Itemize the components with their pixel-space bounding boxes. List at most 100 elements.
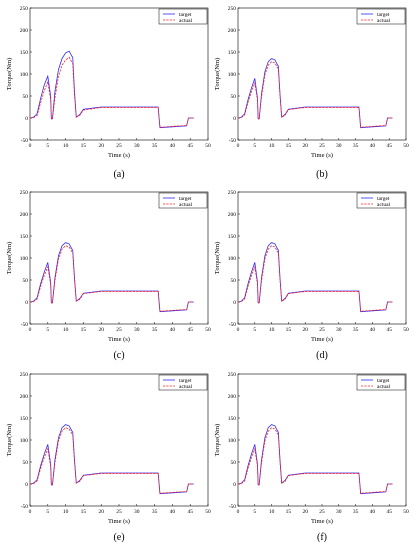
chart-panel-3: 0 5 10 15 20 25 30 35 40 45 50-50050100150200250Ti… xyxy=(6,190,211,361)
y-tick-label: 200 xyxy=(228,212,237,218)
y-tick-label: 100 xyxy=(228,438,237,444)
y-tick-label: 0 xyxy=(25,482,28,488)
legend-label-actual: actual xyxy=(179,384,193,390)
y-tick-label: 150 xyxy=(228,50,237,56)
series-line-target xyxy=(237,58,393,129)
chart-panel-1: 0 5 10 15 20 25 30 35 40 45 50-50050100150200250Ti… xyxy=(6,6,211,180)
y-tick-label: -50 xyxy=(21,138,29,144)
x-tick-label: 30 xyxy=(336,143,342,149)
legend-label-target: target xyxy=(179,196,192,202)
x-tick-label: 50 xyxy=(205,143,211,149)
x-tick-label: 30 xyxy=(336,327,342,333)
x-tick-label: 45 xyxy=(187,143,193,149)
y-axis-label: Torque(Nm) xyxy=(6,424,13,456)
x-tick-label: 10 xyxy=(63,327,69,333)
y-tick-label: 250 xyxy=(228,6,237,12)
x-tick-label: 20 xyxy=(302,509,308,515)
x-tick-label: 0 xyxy=(29,509,32,515)
x-axis-label: Time (s) xyxy=(108,518,130,525)
x-tick-label: 35 xyxy=(353,509,359,515)
x-tick-label: 20 xyxy=(98,327,104,333)
panel-label: (e) xyxy=(113,532,124,543)
x-tick-label: 0 xyxy=(237,143,240,149)
y-tick-label: 150 xyxy=(20,50,29,56)
y-tick-label: 150 xyxy=(228,416,237,422)
x-tick-label: 40 xyxy=(170,509,176,515)
y-tick-label: 100 xyxy=(228,72,237,78)
legend-label-target: target xyxy=(179,378,192,384)
x-tick-label: 15 xyxy=(81,327,87,333)
y-axis-label: Torque(Nm) xyxy=(6,242,13,274)
legend-label-actual: actual xyxy=(377,384,391,390)
y-tick-label: -50 xyxy=(229,504,237,510)
x-tick-label: 0 xyxy=(237,509,240,515)
legend-label-actual: actual xyxy=(179,18,193,24)
x-tick-label: 15 xyxy=(286,509,292,515)
chart-panel-4: 0 5 10 15 20 25 30 35 40 45 50-50050100150200250Ti… xyxy=(214,190,409,361)
plot-frame xyxy=(29,191,209,325)
x-tick-label: 35 xyxy=(152,143,158,149)
x-tick-label: 10 xyxy=(63,509,69,515)
x-tick-label: 30 xyxy=(134,143,140,149)
x-tick-label: 5 xyxy=(253,143,256,149)
x-axis-label: Time (s) xyxy=(108,336,130,343)
y-tick-label: 50 xyxy=(231,94,237,100)
x-tick-label: 40 xyxy=(370,509,376,515)
x-tick-label: 15 xyxy=(81,143,87,149)
y-tick-label: 250 xyxy=(228,190,237,196)
series-line-actual xyxy=(29,56,194,128)
chart-panel-6: 0 5 10 15 20 25 30 35 40 45 50-50050100150200250Ti… xyxy=(214,372,409,543)
y-tick-label: 150 xyxy=(20,416,29,422)
y-axis-label: Torque(Nm) xyxy=(6,58,13,90)
x-tick-label: 35 xyxy=(152,509,158,515)
x-tick-label: 10 xyxy=(269,143,275,149)
x-tick-label: 20 xyxy=(98,143,104,149)
y-tick-label: 200 xyxy=(20,212,29,218)
x-tick-label: 20 xyxy=(302,143,308,149)
series-line-target xyxy=(237,242,393,313)
x-tick-label: 25 xyxy=(319,143,325,149)
y-tick-label: -50 xyxy=(21,504,29,510)
x-tick-label: 35 xyxy=(152,327,158,333)
panel-label: (f) xyxy=(317,532,327,543)
chart-panel-2: 0 5 10 15 20 25 30 35 40 45 50-50050100150200250Ti… xyxy=(214,6,409,180)
plot-frame xyxy=(237,191,407,325)
x-tick-label: 45 xyxy=(187,327,193,333)
y-axis-label: Torque(Nm) xyxy=(214,242,221,274)
panel-label: (c) xyxy=(113,350,124,361)
y-tick-label: 50 xyxy=(23,460,29,466)
series-line-target xyxy=(29,242,194,313)
x-tick-label: 15 xyxy=(286,143,292,149)
legend-label-target: target xyxy=(377,12,390,18)
x-tick-label: 20 xyxy=(302,327,308,333)
x-tick-label: 40 xyxy=(170,143,176,149)
x-tick-label: 50 xyxy=(205,509,211,515)
x-tick-label: 5 xyxy=(46,327,49,333)
x-axis-label: Time (s) xyxy=(108,152,130,159)
x-axis-label: Time (s) xyxy=(311,518,333,525)
series-line-actual xyxy=(237,61,393,128)
x-tick-label: 30 xyxy=(134,327,140,333)
series-line-actual xyxy=(237,245,393,312)
series-line-target xyxy=(29,50,194,129)
legend-label-target: target xyxy=(377,196,390,202)
x-tick-label: 45 xyxy=(386,327,392,333)
legend-label-target: target xyxy=(377,378,390,384)
x-tick-label: 25 xyxy=(116,327,122,333)
y-tick-label: 250 xyxy=(228,372,237,378)
x-tick-label: 0 xyxy=(29,327,32,333)
y-tick-label: 250 xyxy=(20,190,29,196)
y-tick-label: -50 xyxy=(21,322,29,328)
y-tick-label: 0 xyxy=(233,116,236,122)
x-tick-label: 50 xyxy=(205,327,211,333)
y-tick-label: 50 xyxy=(23,94,29,100)
x-tick-label: 25 xyxy=(319,327,325,333)
x-tick-label: 25 xyxy=(116,143,122,149)
x-tick-label: 20 xyxy=(98,509,104,515)
legend-label-target: target xyxy=(179,12,192,18)
x-tick-label: 40 xyxy=(170,327,176,333)
y-tick-label: 0 xyxy=(233,482,236,488)
